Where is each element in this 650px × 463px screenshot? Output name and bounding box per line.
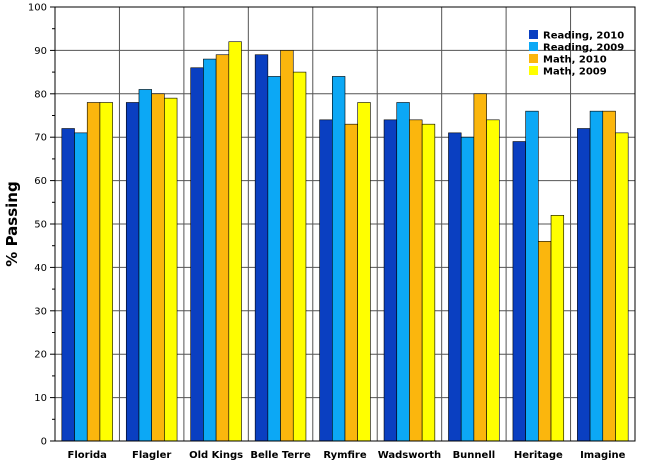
y-tick-label: 40 (34, 263, 47, 274)
bar-bunnell-series-2 (473, 93, 487, 442)
legend-label: Math, 2009 (543, 67, 607, 78)
bar-imagine-series-2 (602, 110, 616, 442)
plot-frame (54, 6, 636, 442)
y-tick-label: 30 (34, 306, 47, 317)
x-category-label: Bunnell (453, 450, 496, 461)
y-tick-label: 90 (34, 46, 47, 57)
bar-bunnell-series-3 (486, 119, 500, 442)
legend-swatch (529, 30, 538, 39)
bar-imagine-series-1 (589, 110, 604, 442)
x-category-label: Florida (68, 450, 107, 461)
legend-label: Reading, 2010 (543, 31, 624, 42)
bar-wadsworth-series-2 (409, 119, 423, 442)
bar-wadsworth-series-0 (383, 119, 398, 442)
bar-rymfire-series-1 (331, 76, 346, 442)
bar-florida-series-1 (74, 132, 88, 442)
bar-flagler-series-3 (164, 97, 178, 442)
legend-swatch (529, 42, 538, 51)
bar-heritage-series-3 (550, 215, 565, 442)
x-category-label: Flagler (132, 450, 171, 461)
x-category-label: Heritage (514, 450, 563, 461)
bar-old-kings-series-2 (215, 54, 230, 442)
bar-rymfire-series-3 (357, 102, 371, 442)
x-category-label: Rymfire (323, 450, 367, 461)
bar-belle-terre-series-1 (267, 76, 281, 442)
y-tick-label: 70 (34, 133, 47, 144)
y-tick-label: 100 (28, 3, 47, 14)
y-tick-label: 10 (34, 393, 47, 404)
legend-swatch (529, 66, 538, 75)
bar-rymfire-series-2 (344, 123, 358, 442)
bar-imagine-series-0 (577, 128, 591, 442)
x-category-label: Imagine (580, 450, 626, 461)
y-tick-label: 50 (34, 220, 47, 231)
bar-bunnell-series-1 (460, 136, 475, 442)
bar-belle-terre-series-2 (280, 50, 294, 442)
y-tick-label: 60 (34, 176, 47, 187)
bar-old-kings-series-1 (203, 58, 217, 442)
bar-belle-terre-series-0 (254, 54, 269, 442)
x-category-label: Old Kings (189, 450, 243, 461)
y-tick-label: 0 (41, 437, 47, 448)
legend-swatch (529, 54, 538, 63)
bar-heritage-series-2 (538, 241, 552, 442)
bar-wadsworth-series-1 (396, 102, 410, 442)
bar-imagine-series-3 (615, 132, 629, 442)
bar-rymfire-series-0 (319, 119, 333, 442)
y-axis-title: % Passing (3, 181, 21, 266)
bar-bunnell-series-0 (448, 132, 462, 442)
bar-belle-terre-series-3 (292, 71, 307, 442)
bar-heritage-series-1 (525, 110, 539, 442)
bar-florida-series-3 (99, 102, 113, 442)
bar-wadsworth-series-3 (421, 123, 436, 442)
y-tick-label: 20 (34, 350, 47, 361)
bar-florida-series-2 (86, 102, 101, 442)
legend-label: Reading, 2009 (543, 43, 624, 54)
bar-old-kings-series-3 (228, 41, 242, 442)
bar-flagler-series-1 (138, 89, 152, 442)
x-category-label: Wadsworth (378, 450, 441, 461)
bar-flagler-series-2 (151, 93, 165, 442)
bar-heritage-series-0 (512, 141, 526, 442)
bars-layer (61, 41, 629, 442)
bar-flagler-series-0 (125, 102, 140, 442)
y-tick-label: 80 (34, 89, 47, 100)
legend-label: Math, 2010 (543, 55, 607, 66)
bar-florida-series-0 (61, 128, 75, 442)
axis-layer: 0 10 20 30 40 50 60 70 80 90 100 Florida Flagler Old … (28, 3, 636, 461)
bar-old-kings-series-0 (190, 67, 204, 442)
x-category-label: Belle Terre (250, 450, 311, 461)
